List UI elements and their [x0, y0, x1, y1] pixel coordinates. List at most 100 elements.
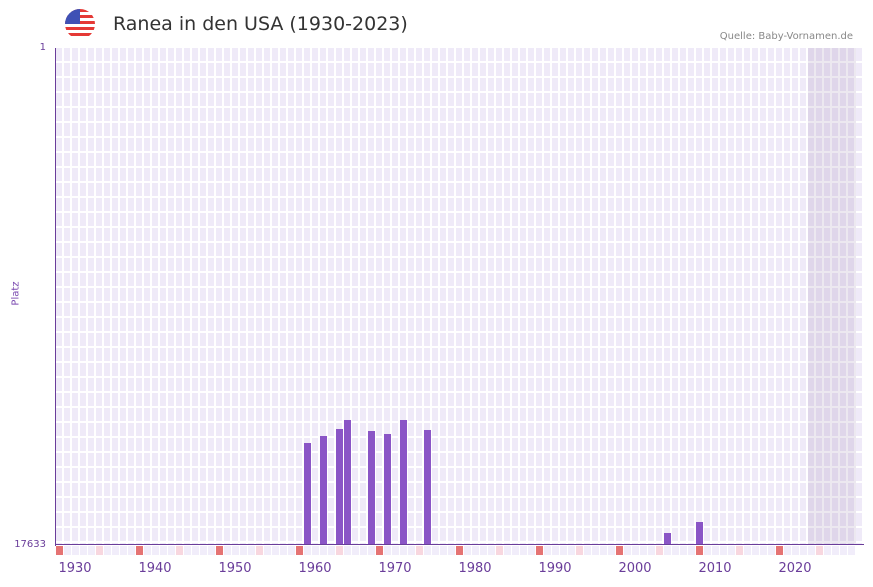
y-tick-bottom: 17633 [14, 539, 46, 550]
year-marker [344, 546, 351, 555]
year-marker [248, 546, 255, 555]
year-marker [640, 546, 647, 555]
year-marker [160, 546, 167, 555]
year-marker [608, 546, 615, 555]
year-marker [712, 546, 719, 555]
year-marker [408, 546, 415, 555]
year-marker [168, 546, 175, 555]
year-marker [288, 546, 295, 555]
year-marker [600, 546, 607, 555]
year-marker [368, 546, 375, 555]
bar-1964[interactable] [344, 420, 351, 545]
year-marker [824, 546, 831, 555]
year-marker [632, 546, 639, 555]
year-marker [552, 546, 559, 555]
year-marker [232, 546, 239, 555]
year-marker [128, 546, 135, 555]
year-marker [536, 546, 543, 555]
year-marker [472, 546, 479, 555]
x-tick-1980: 1980 [458, 561, 492, 576]
year-marker [672, 546, 679, 555]
year-marker [704, 546, 711, 555]
year-marker [72, 546, 79, 555]
year-marker [656, 546, 663, 555]
year-marker [256, 546, 263, 555]
year-marker [728, 546, 735, 555]
year-marker [800, 546, 807, 555]
year-marker [80, 546, 87, 555]
year-marker [848, 546, 855, 555]
year-marker [736, 546, 743, 555]
year-marker [96, 546, 103, 555]
year-marker [616, 546, 623, 555]
us-flag-icon [65, 9, 95, 39]
year-marker [816, 546, 823, 555]
year-marker [784, 546, 791, 555]
bar-1967[interactable] [368, 431, 375, 545]
year-marker [568, 546, 575, 555]
bar-2008[interactable] [696, 522, 703, 545]
year-marker [120, 546, 127, 555]
year-marker [664, 546, 671, 555]
source-label: Quelle: Baby-Vornamen.de [719, 31, 853, 42]
x-tick-2020: 2020 [778, 561, 812, 576]
year-marker [104, 546, 111, 555]
year-marker [64, 546, 71, 555]
year-marker [744, 546, 751, 555]
year-marker [480, 546, 487, 555]
plot-area [56, 48, 864, 545]
x-tick-2000: 2000 [618, 561, 652, 576]
year-marker [320, 546, 327, 555]
year-marker [272, 546, 279, 555]
year-marker [152, 546, 159, 555]
year-marker [456, 546, 463, 555]
bar-1963[interactable] [336, 429, 343, 545]
year-marker [400, 546, 407, 555]
year-marker [328, 546, 335, 555]
year-marker [648, 546, 655, 555]
year-marker [760, 546, 767, 555]
bar-1969[interactable] [384, 434, 391, 545]
year-marker [224, 546, 231, 555]
year-marker [424, 546, 431, 555]
x-tick-1940: 1940 [138, 561, 172, 576]
bar-1971[interactable] [400, 420, 407, 545]
year-marker [752, 546, 759, 555]
bar-1974[interactable] [424, 429, 431, 545]
year-marker [832, 546, 839, 555]
year-marker [528, 546, 535, 555]
x-tick-2010: 2010 [698, 561, 732, 576]
grid [56, 48, 864, 545]
year-marker [624, 546, 631, 555]
year-marker [216, 546, 223, 555]
year-marker [56, 546, 63, 555]
y-axis-label: Platz [10, 281, 22, 306]
year-marker [144, 546, 151, 555]
year-marker [808, 546, 815, 555]
x-tick-1970: 1970 [378, 561, 412, 576]
year-marker [448, 546, 455, 555]
year-marker [792, 546, 799, 555]
year-marker [392, 546, 399, 555]
year-marker [440, 546, 447, 555]
year-marker [464, 546, 471, 555]
year-marker [496, 546, 503, 555]
year-marker [312, 546, 319, 555]
year-marker [576, 546, 583, 555]
year-marker [720, 546, 727, 555]
year-marker [560, 546, 567, 555]
year-marker [200, 546, 207, 555]
bar-2004[interactable] [664, 533, 671, 545]
x-tick-1930: 1930 [58, 561, 92, 576]
year-marker [176, 546, 183, 555]
bar-1961[interactable] [320, 436, 327, 545]
year-marker [296, 546, 303, 555]
year-marker [208, 546, 215, 555]
x-axis [55, 544, 864, 545]
year-marker [112, 546, 119, 555]
year-marker [88, 546, 95, 555]
chart-title: Ranea in den USA (1930-2023) [113, 13, 408, 35]
year-marker [688, 546, 695, 555]
bar-1959[interactable] [304, 442, 311, 545]
year-marker [696, 546, 703, 555]
